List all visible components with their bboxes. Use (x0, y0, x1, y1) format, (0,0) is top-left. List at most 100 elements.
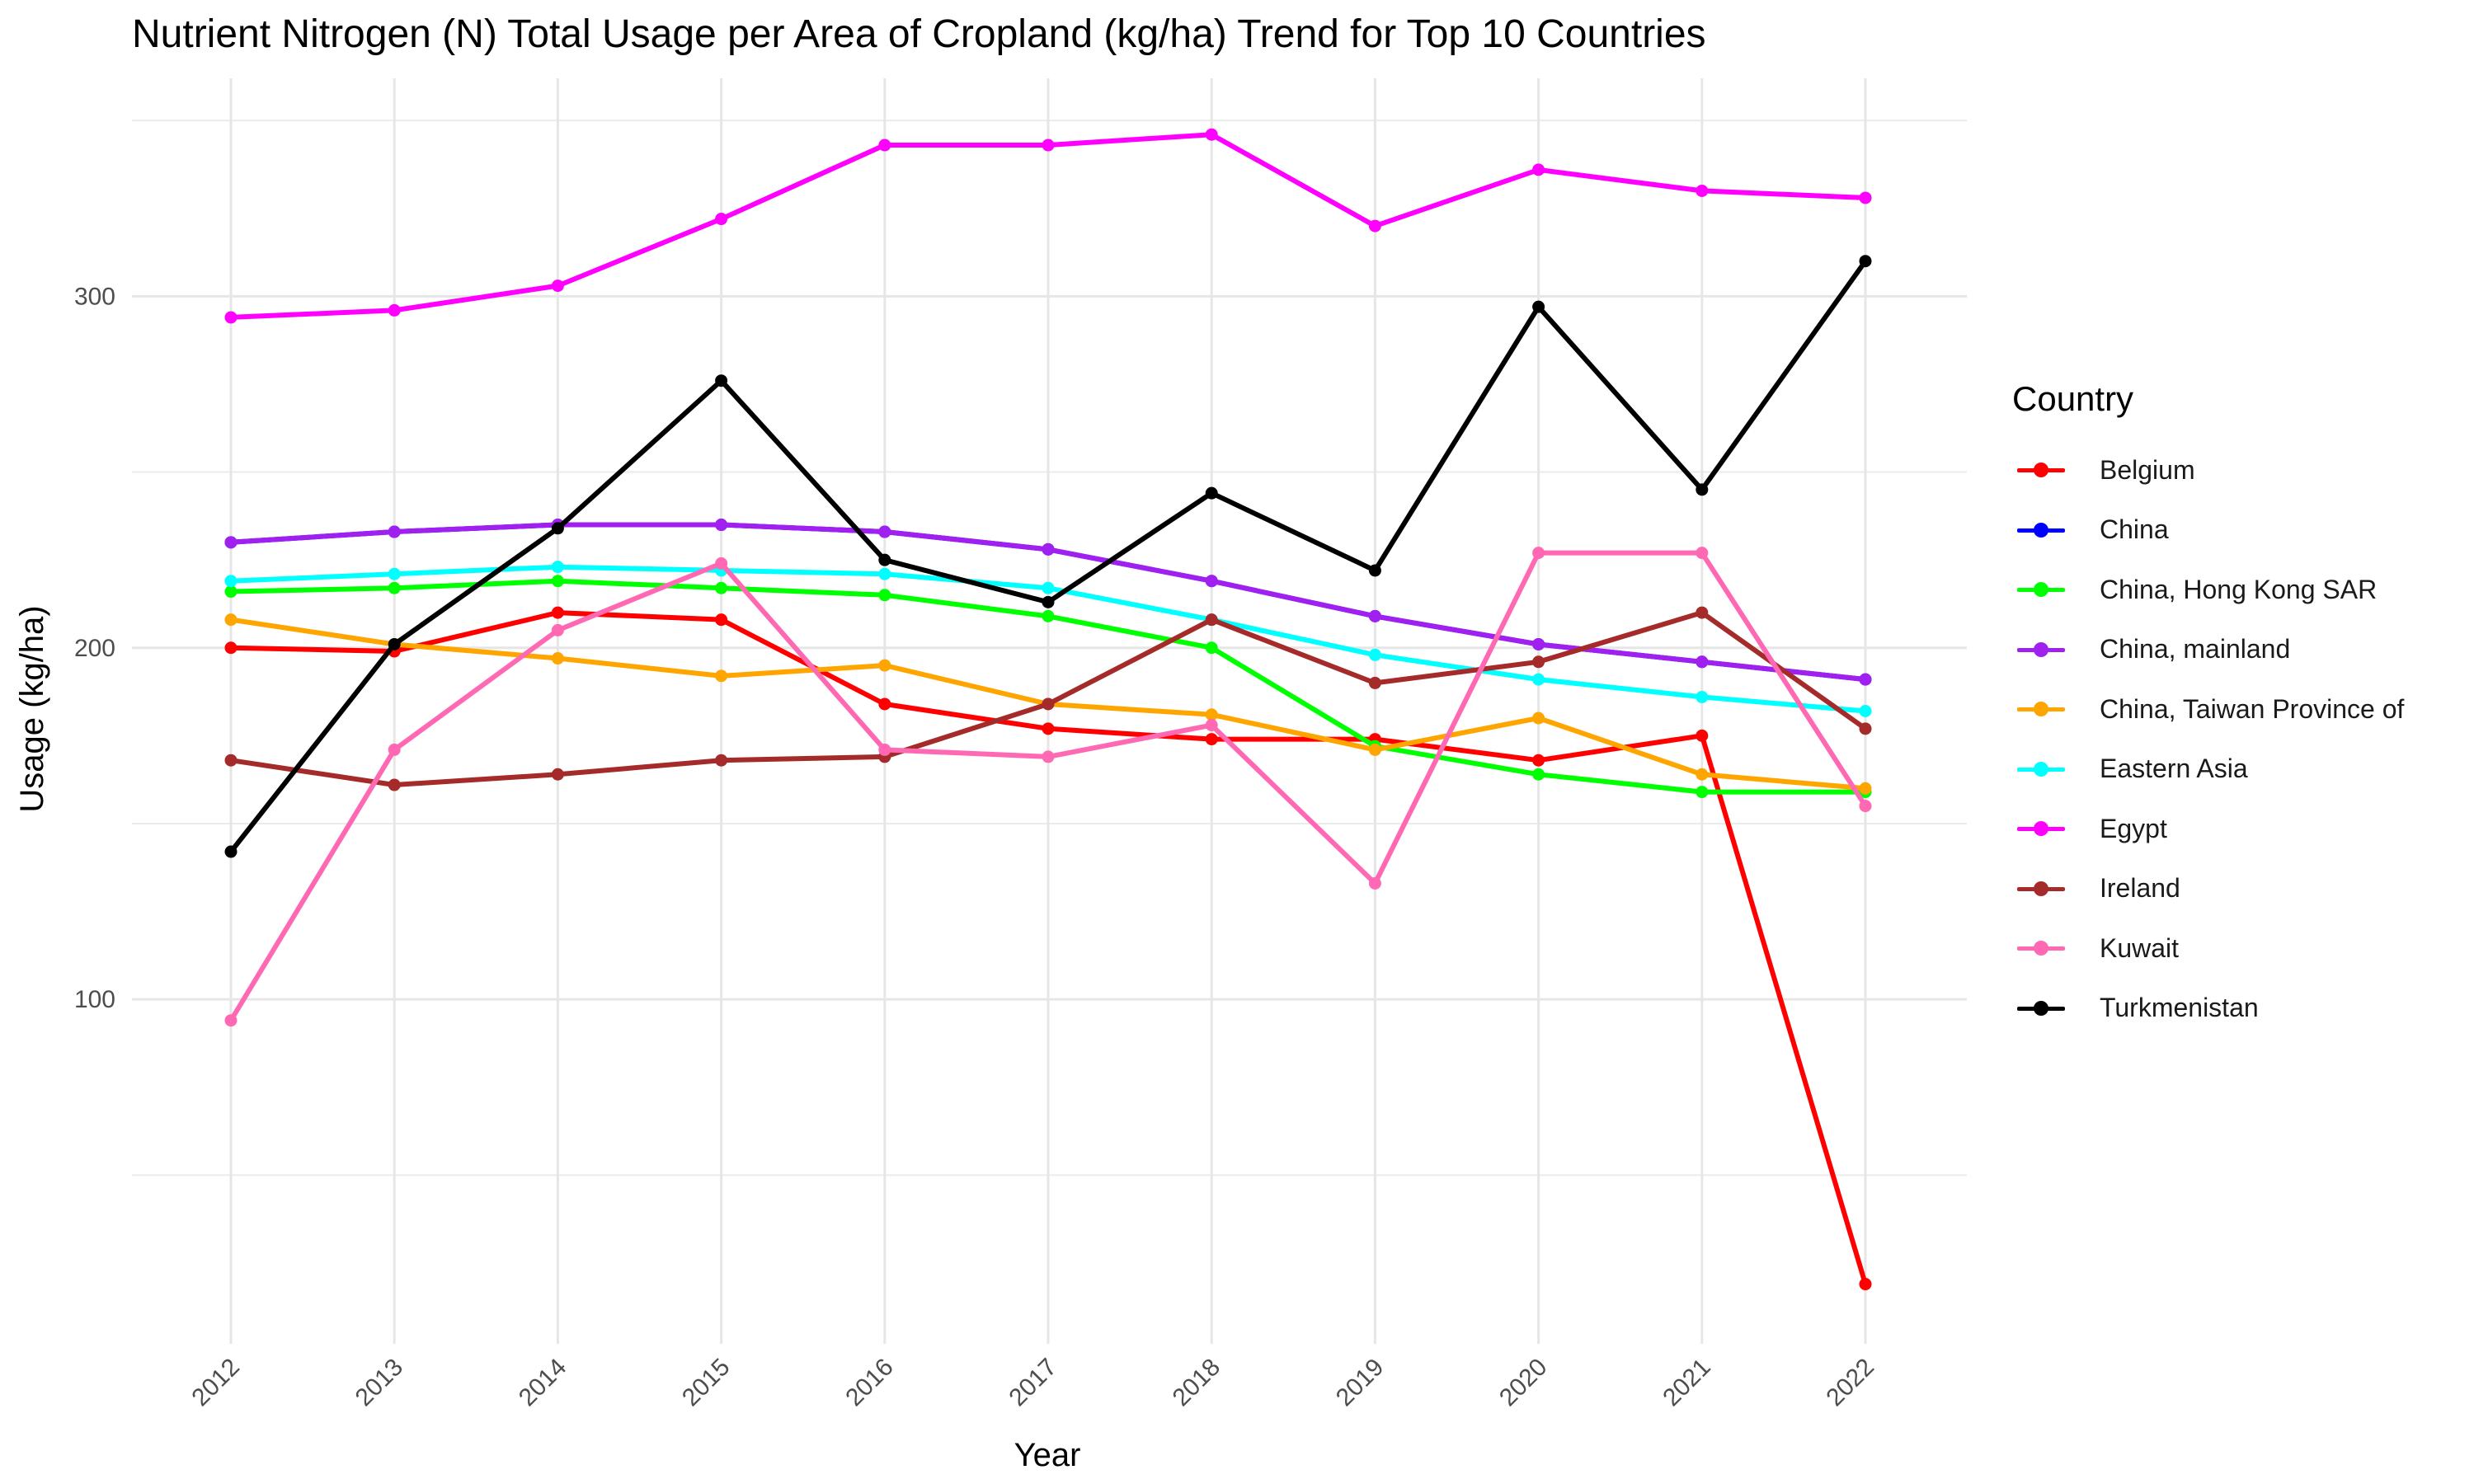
data-point (878, 553, 891, 566)
data-point (715, 374, 728, 387)
y-axis-title: Usage (kg/ha) (14, 605, 50, 812)
data-point (551, 575, 564, 588)
data-point (878, 697, 891, 711)
data-point (1532, 655, 1545, 669)
legend-key-dot (2034, 821, 2048, 837)
data-point (1205, 733, 1218, 746)
legend-item: Ireland (2012, 859, 2404, 919)
data-point (715, 581, 728, 594)
data-point (1368, 564, 1381, 577)
data-point (1205, 575, 1218, 588)
data-point (1859, 673, 1872, 686)
data-point (1532, 547, 1545, 560)
data-point (224, 1014, 238, 1027)
data-point (224, 536, 238, 549)
data-point (1696, 606, 1709, 619)
legend-key (2012, 453, 2070, 486)
data-point (551, 606, 564, 619)
x-tick-label: 2017 (1004, 1354, 1062, 1412)
legend-items: Belgium China China, Hong Kong SAR China, m… (2012, 440, 2404, 1038)
data-point (1205, 708, 1218, 721)
data-point (1042, 609, 1055, 622)
legend-item: Eastern Asia (2012, 740, 2404, 800)
x-tick-label: 2016 (840, 1354, 899, 1412)
legend-label: Belgium (2100, 454, 2195, 485)
data-point (1532, 637, 1545, 650)
legend-label: Egypt (2100, 813, 2167, 843)
x-tick-label: 2018 (1168, 1354, 1226, 1412)
data-point (224, 575, 238, 588)
data-point (1368, 219, 1381, 232)
data-point (715, 213, 728, 226)
data-point (224, 641, 238, 655)
data-point (1042, 581, 1055, 594)
legend-key (2012, 932, 2070, 965)
data-point (551, 768, 564, 781)
legend-key-dot (2034, 463, 2048, 478)
series-egypt (224, 128, 1872, 324)
data-point (1532, 768, 1545, 781)
legend-key (2012, 514, 2070, 547)
data-point (388, 303, 401, 317)
data-point (551, 522, 564, 535)
legend-label: China, Taiwan Province of (2100, 693, 2405, 724)
data-point (551, 652, 564, 665)
series-kuwait (224, 547, 1872, 1027)
y-tick-label: 200 (74, 635, 115, 662)
x-tick-label: 2022 (1821, 1354, 1879, 1412)
y-tick-label: 300 (74, 283, 115, 310)
data-point (1042, 139, 1055, 152)
data-point (1696, 690, 1709, 703)
data-point (388, 567, 401, 580)
data-point (1368, 743, 1381, 756)
data-point (1205, 128, 1218, 141)
data-point (551, 561, 564, 574)
y-tick-label: 100 (74, 986, 115, 1013)
legend-key (2012, 573, 2070, 606)
data-point (1859, 800, 1872, 813)
data-point (1859, 722, 1872, 735)
legend-label: Ireland (2100, 873, 2180, 904)
data-point (1042, 697, 1055, 711)
data-point (1859, 255, 1872, 268)
chart-title: Nutrient Nitrogen (N) Total Usage per Ar… (132, 12, 1706, 56)
data-point (715, 669, 728, 683)
data-point (1042, 722, 1055, 735)
data-point (1042, 542, 1055, 556)
data-point (1696, 184, 1709, 197)
x-tick-label: 2015 (677, 1354, 736, 1412)
data-point (224, 754, 238, 767)
data-point (1532, 163, 1545, 176)
data-point (388, 637, 401, 650)
legend-label: China, Hong Kong SAR (2100, 574, 2378, 604)
legend-key (2012, 812, 2070, 845)
data-point (1205, 486, 1218, 500)
legend-key (2012, 992, 2070, 1025)
legend-label: Turkmenistan (2100, 993, 2259, 1023)
x-tick-label: 2013 (350, 1354, 409, 1412)
x-tick-label: 2012 (186, 1354, 245, 1412)
legend-item: Belgium (2012, 440, 2404, 500)
data-point (1696, 768, 1709, 781)
legend-key-dot (2034, 522, 2048, 538)
data-point (1205, 613, 1218, 627)
legend-key (2012, 872, 2070, 905)
data-point (1859, 782, 1872, 795)
legend-key (2012, 693, 2070, 726)
grid (132, 78, 1967, 1344)
legend-key (2012, 633, 2070, 666)
series-layer (224, 128, 1872, 1291)
data-point (551, 279, 564, 293)
legend-label: China, mainland (2100, 634, 2291, 665)
data-point (878, 139, 891, 152)
data-point (1859, 705, 1872, 717)
legend-key-dot (2034, 881, 2048, 896)
data-point (878, 525, 891, 538)
legend-key (2012, 753, 2070, 786)
data-point (1368, 648, 1381, 661)
data-point (1532, 673, 1545, 686)
data-point (715, 556, 728, 570)
data-point (1696, 547, 1709, 560)
data-point (1696, 729, 1709, 742)
